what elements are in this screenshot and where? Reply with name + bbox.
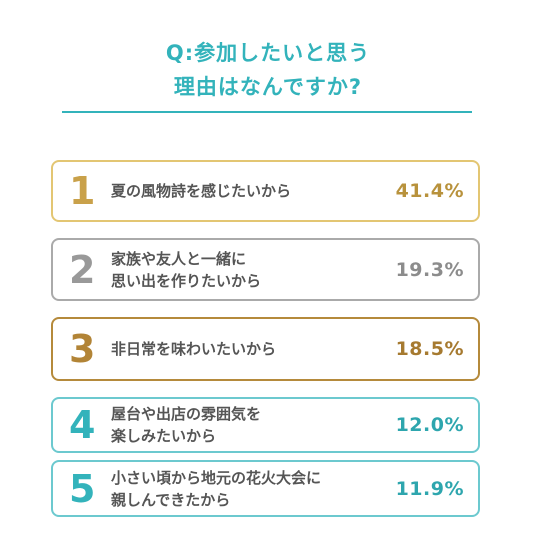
rank-number: 4	[69, 403, 96, 447]
reason-label-line: 親しんできたから	[111, 490, 231, 509]
rank-number: 5	[69, 466, 96, 511]
rank-card-3: 3 非日常を味わいたいから 18.5%	[51, 317, 480, 381]
title-divider	[62, 111, 472, 113]
reason-label-line: 夏の風物詩を感じたいから	[111, 182, 292, 200]
rank-card-1: 1 夏の風物詩を感じたいから 41.4%	[51, 160, 480, 222]
reason-label: 屋台や出店の雰囲気を 楽しみたいから	[111, 403, 361, 447]
question-title-line-2: 理由はなんですか?	[173, 75, 363, 99]
percentage-value: 41.4%	[395, 180, 464, 202]
rank-number: 1	[69, 169, 96, 213]
question-title-line-1: Q:参加したいと思う	[165, 41, 371, 65]
reason-label-line: 楽しみたいから	[111, 427, 217, 445]
reason-label-line: 家族や友人と一緒に	[111, 249, 247, 268]
rank-number: 2	[69, 247, 96, 292]
reason-label: 夏の風物詩を感じたいから	[111, 180, 361, 202]
reason-label-line: 思い出を作りたいから	[111, 271, 262, 290]
reason-label: 小さい頃から地元の花火大会に 親しんできたから	[111, 467, 361, 511]
question-title: Q:参加したいと思う 理由はなんですか?	[0, 36, 536, 104]
reason-label: 非日常を味わいたいから	[111, 338, 361, 360]
reason-label: 家族や友人と一緒に 思い出を作りたいから	[111, 248, 361, 292]
percentage-value: 18.5%	[395, 338, 464, 360]
rank-card-2: 2 家族や友人と一緒に 思い出を作りたいから 19.3%	[51, 238, 480, 301]
reason-label-line: 屋台や出店の雰囲気を	[111, 405, 262, 423]
percentage-value: 19.3%	[395, 258, 464, 281]
rank-card-5: 5 小さい頃から地元の花火大会に 親しんできたから 11.9%	[51, 460, 480, 517]
percentage-value: 11.9%	[395, 477, 464, 500]
rank-card-4: 4 屋台や出店の雰囲気を 楽しみたいから 12.0%	[51, 397, 480, 453]
rank-number: 3	[69, 327, 96, 371]
reason-label-line: 非日常を味わいたいから	[111, 340, 277, 358]
reason-label-line: 小さい頃から地元の花火大会に	[111, 468, 322, 487]
percentage-value: 12.0%	[395, 414, 464, 436]
